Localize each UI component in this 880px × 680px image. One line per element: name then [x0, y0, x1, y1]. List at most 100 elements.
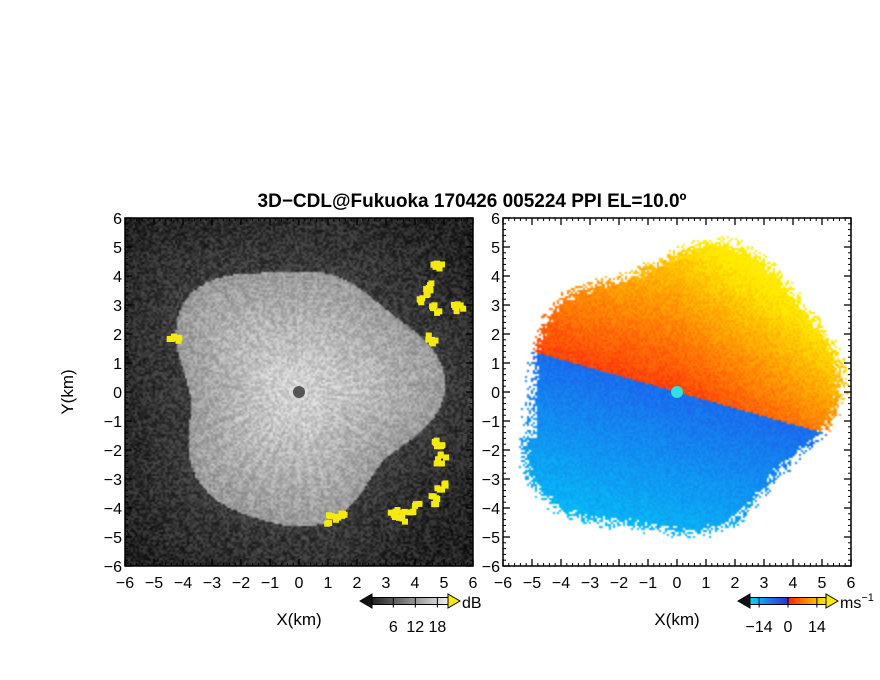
reflectivity-ticks: −6−6 −5 −5 −4 −4 −3 −3 −2 −2 −1 −1 0 0 1 1 2 2 3 3 4 4 5 5 6 6	[104, 211, 478, 592]
strong-echo-patch	[436, 265, 443, 272]
y-tick-label: 1	[113, 356, 122, 373]
velocity-ticks: −6−6 −5 −5 −4 −4 −3 −3 −2 −2 −1 −1 0 0 1 1 2 2 3 3 4 4 5 5 6 6	[482, 211, 856, 592]
x-tick-label: 2	[731, 575, 740, 592]
y-tick-label: −4	[482, 501, 500, 518]
colorbar-unit: dB	[462, 595, 482, 612]
x-tick-label: 4	[411, 575, 420, 592]
strong-echo-patch	[431, 501, 438, 508]
y-tick-label: −1	[104, 414, 122, 431]
x-tick-label: 6	[469, 575, 478, 592]
y-tick-label: −3	[104, 472, 122, 489]
colorbar-over-arrow	[825, 593, 839, 609]
x-tick-label: −3	[581, 575, 599, 592]
strong-echo-patch	[335, 514, 342, 521]
strong-echo-patch	[443, 454, 450, 461]
reflectivity-colorbar: 6 12 18 dB	[359, 593, 482, 636]
figure-title: 3D−CDL@Fukuoka 170426 005224 PPI EL=10.0…	[258, 191, 687, 212]
strong-echo-patch	[412, 501, 419, 508]
highlight-patches	[166, 260, 467, 527]
x-tick-label: −3	[203, 575, 221, 592]
x-tick-label: 2	[353, 575, 362, 592]
strong-echo-patch	[399, 515, 406, 522]
velocity-panel: −6−6 −5 −5 −4 −4 −3 −3 −2 −2 −1 −1 0 0 1 1 2 2 3 3 4 4 5 5 6 6 X…	[482, 211, 874, 636]
strong-echo-patch	[431, 438, 438, 445]
strong-echo-patch	[442, 482, 449, 489]
strong-echo-patch	[407, 509, 414, 516]
colorbar-tick-label: 14	[808, 619, 826, 636]
y-axis-label: Y(km)	[58, 369, 77, 414]
radar-site-marker	[671, 386, 683, 398]
strong-echo-patch	[436, 308, 443, 315]
x-axis-label: X(km)	[276, 610, 321, 629]
x-tick-label: −4	[552, 575, 570, 592]
strong-echo-patch	[393, 513, 400, 520]
colorbar-under-arrow	[737, 593, 751, 609]
y-tick-label: −3	[482, 472, 500, 489]
colorbar-bar	[371, 597, 449, 605]
colorbar-tick-label: 18	[428, 619, 446, 636]
strong-echo-patch	[432, 337, 439, 344]
strong-echo-patch	[429, 336, 436, 343]
x-tick-label: −6	[116, 575, 134, 592]
y-tick-label: −5	[104, 530, 122, 547]
strong-echo-patch	[430, 303, 437, 310]
x-tick-label: −2	[232, 575, 250, 592]
colorbar-tick-label: −14	[746, 619, 773, 636]
y-tick-label: −1	[482, 414, 500, 431]
radar-site-marker	[293, 386, 305, 398]
velocity-colorbar: −14 0 14 ms−1	[737, 592, 874, 636]
colorbar-unit-exponent: −1	[861, 592, 874, 604]
strong-echo-patch	[428, 280, 435, 287]
strong-echo-patch	[437, 451, 444, 458]
strong-echo-patch	[435, 456, 442, 463]
x-tick-label: 0	[673, 575, 682, 592]
strong-echo-patch	[438, 460, 445, 467]
strong-echo-patch	[399, 509, 406, 516]
x-tick-label: −1	[639, 575, 657, 592]
strong-echo-patch	[425, 284, 432, 291]
strong-echo-patch	[394, 507, 401, 514]
strong-echo-patch	[425, 336, 432, 343]
strong-echo-patch	[438, 261, 445, 268]
y-tick-label: 6	[113, 211, 122, 228]
strong-echo-patch	[450, 301, 457, 308]
x-axis-label: X(km)	[654, 610, 699, 629]
strong-echo-patch	[437, 486, 444, 493]
strong-echo-patch	[328, 513, 335, 520]
x-tick-label: 6	[847, 575, 856, 592]
x-tick-label: 4	[789, 575, 798, 592]
y-tick-label: 2	[113, 327, 122, 344]
strong-echo-patch	[433, 460, 440, 467]
x-tick-label: 3	[760, 575, 769, 592]
strong-echo-patch	[326, 519, 333, 526]
x-tick-label: −2	[610, 575, 628, 592]
x-tick-label: 3	[382, 575, 391, 592]
strong-echo-patch	[428, 493, 435, 500]
y-tick-label: −4	[104, 501, 122, 518]
strong-echo-patch	[438, 443, 445, 450]
strong-echo-patch	[424, 291, 431, 298]
x-tick-label: 5	[440, 575, 449, 592]
colorbar-tick-label: 0	[784, 619, 793, 636]
x-tick-label: −6	[494, 575, 512, 592]
strong-echo-patch	[339, 510, 346, 517]
y-tick-label: −6	[104, 559, 122, 576]
colorbar-tick-label: 12	[406, 619, 424, 636]
strong-echo-patch	[431, 261, 438, 268]
x-tick-label: 0	[295, 575, 304, 592]
y-tick-label: −5	[482, 530, 500, 547]
y-tick-label: 1	[491, 356, 500, 373]
colorbar-unit: ms−1	[840, 592, 874, 612]
strong-echo-patch	[174, 334, 181, 341]
y-tick-label: 0	[491, 385, 500, 402]
y-tick-label: 2	[491, 327, 500, 344]
strong-echo-patch	[402, 518, 409, 525]
y-tick-label: 4	[491, 269, 500, 286]
x-tick-label: −1	[261, 575, 279, 592]
x-tick-label: −5	[145, 575, 163, 592]
strong-echo-patch	[460, 305, 467, 312]
strong-echo-patch	[453, 308, 460, 315]
x-tick-label: 1	[702, 575, 711, 592]
strong-echo-patch	[425, 332, 432, 339]
